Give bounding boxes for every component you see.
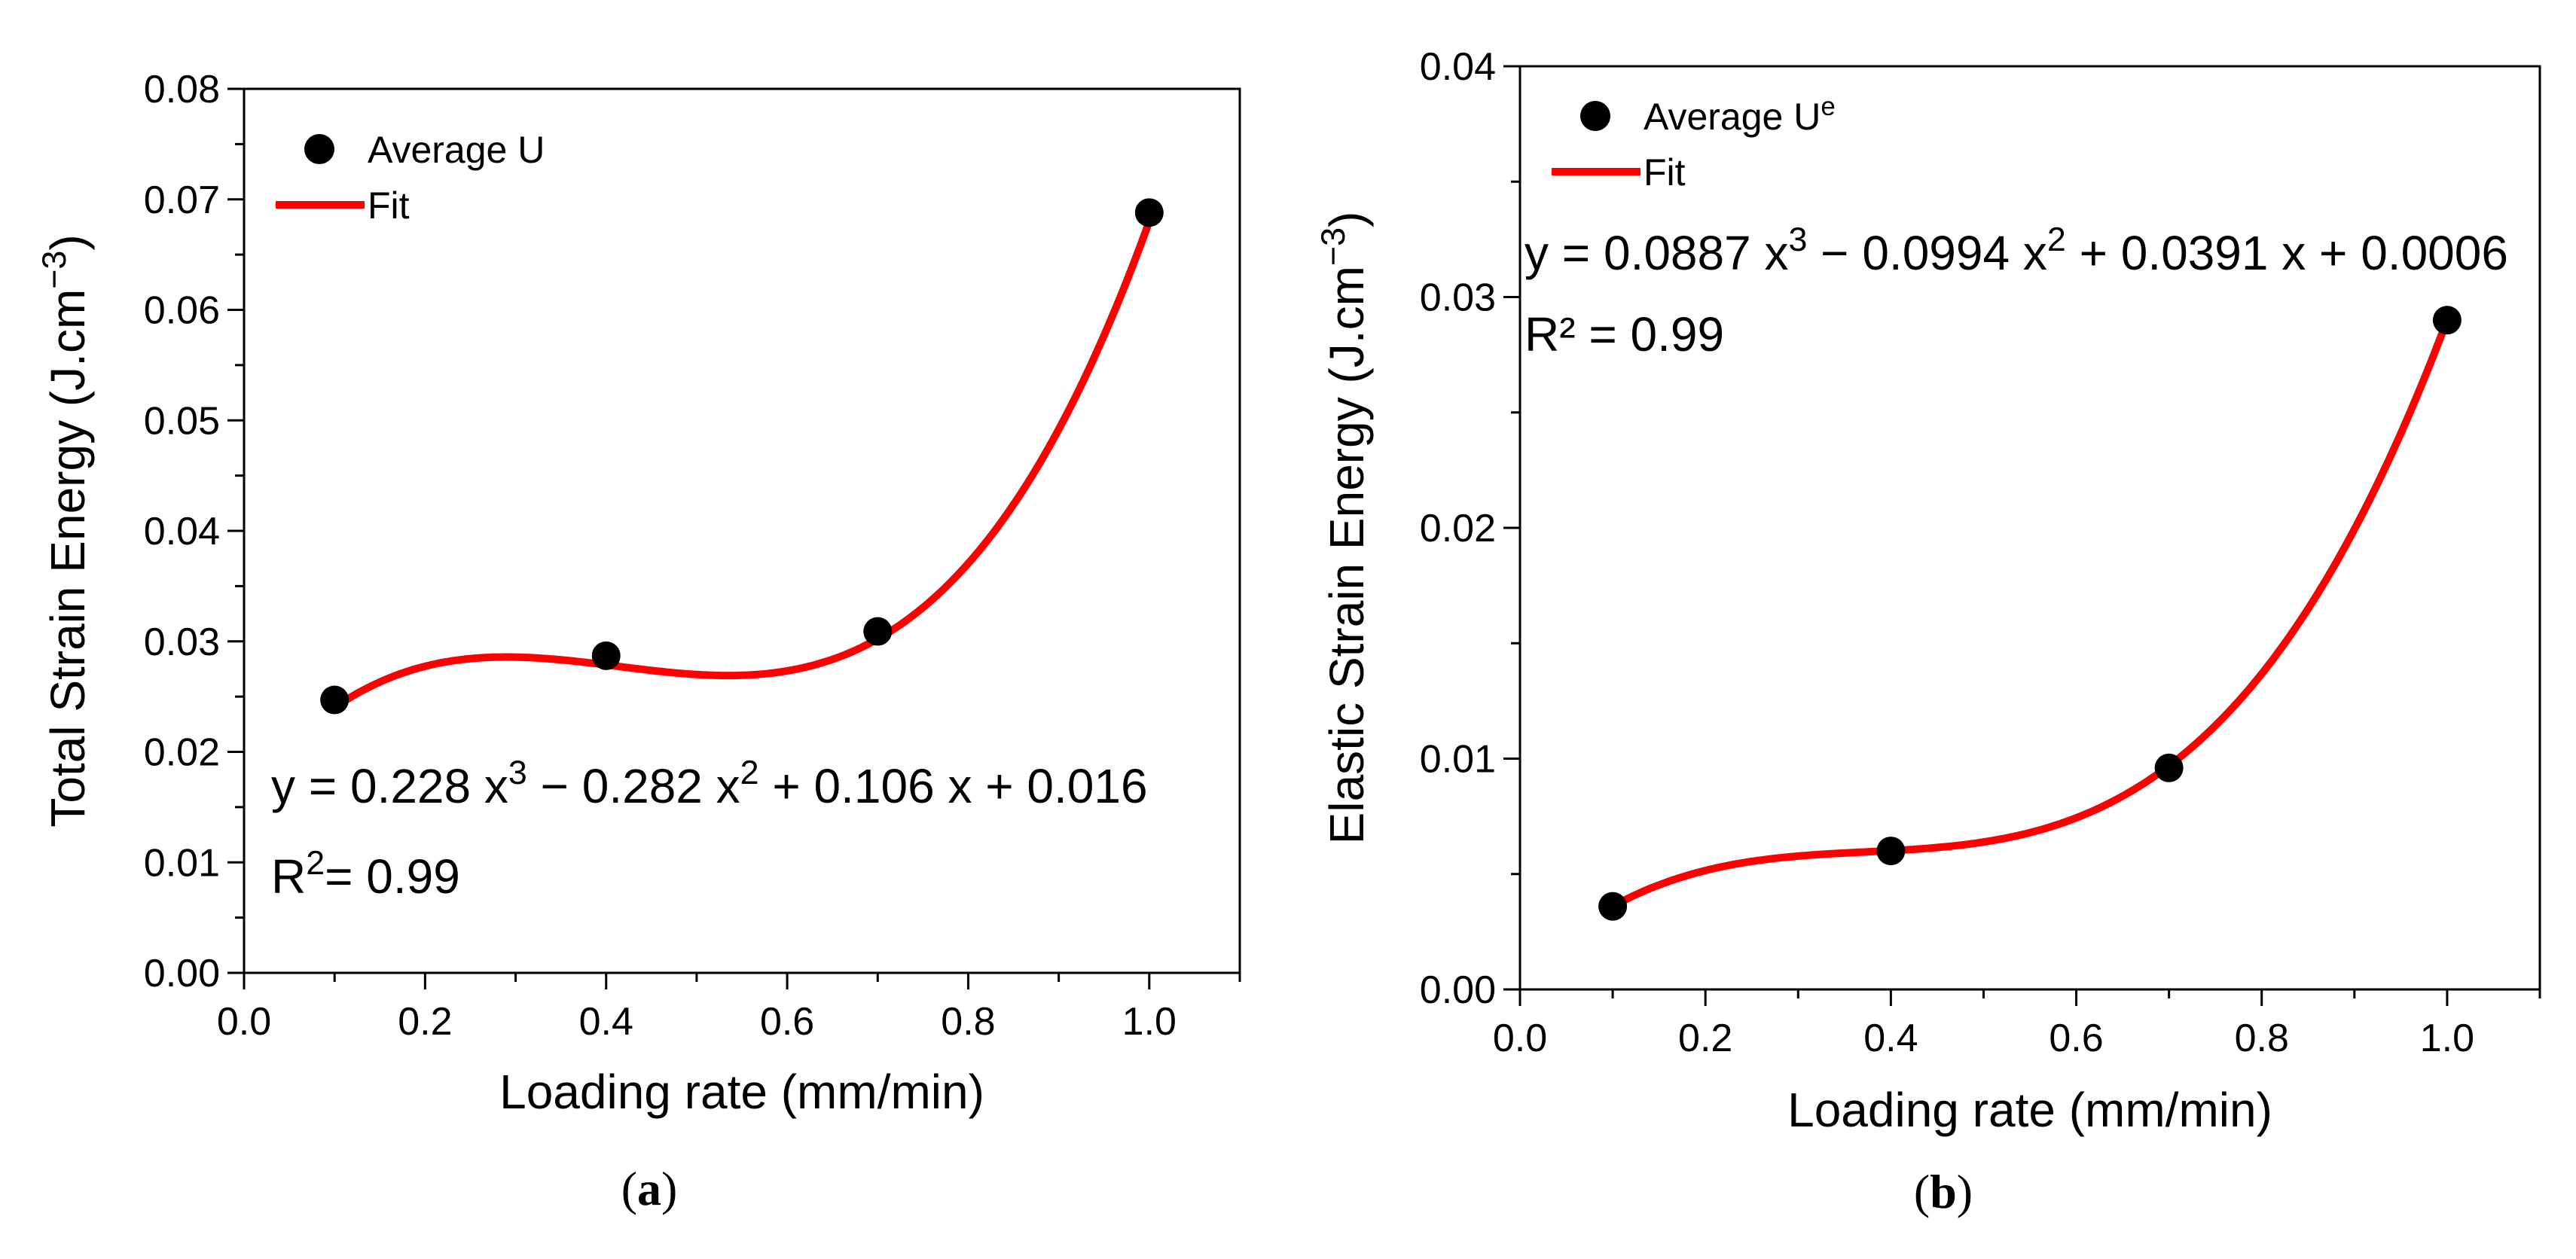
fit-curve <box>1609 316 2451 910</box>
y-tick-label: 0.00 <box>144 952 220 995</box>
fit-equation: y = 0.228 x3 − 0.282 x2 + 0.106 x + 0.01… <box>271 754 1148 813</box>
x-tick-label: 0.6 <box>760 1000 814 1044</box>
x-tick-label: 1.0 <box>2420 1017 2474 1060</box>
data-point <box>320 685 349 715</box>
data-point <box>1598 892 1628 921</box>
panel-caption: (a) <box>621 1162 678 1215</box>
y-tick-label: 0.02 <box>1420 507 1496 550</box>
data-point <box>2154 753 2184 782</box>
y-tick-label: 0.08 <box>144 68 220 111</box>
y-axis-label: Elastic Strain Energy (J.cm−3) <box>1314 212 1374 845</box>
r-squared: R2= 0.99 <box>271 844 460 904</box>
plot-frame <box>1518 65 2541 991</box>
legend-label-average: Average Ue <box>1644 92 1836 139</box>
y-tick-label: 0.00 <box>1420 968 1496 1012</box>
y-tick-label: 0.03 <box>1420 276 1496 320</box>
y-tick-label: 0.07 <box>144 178 220 222</box>
x-tick-label: 0.6 <box>2049 1017 2103 1060</box>
r-squared: R² = 0.99 <box>1525 307 1724 361</box>
legend-label-fit: Fit <box>1644 151 1686 194</box>
x-tick-label: 0.4 <box>1863 1017 1918 1060</box>
x-tick-label: 0.2 <box>398 1000 452 1044</box>
data-point <box>591 641 621 670</box>
fit-equation: y = 0.0887 x3 − 0.0994 x2 + 0.0391 x + 0… <box>1525 221 2508 280</box>
legend-marker-average <box>304 134 334 164</box>
chart-panel-b: 0.0 0.2 0.4 0.6 0.8 1.0 0.00 0.01 0.02 0.03 0.04 Lo… <box>1314 45 2541 1218</box>
legend-label-average: Average U <box>368 129 545 171</box>
data-point <box>2432 306 2462 335</box>
y-tick-label: 0.04 <box>1420 45 1496 89</box>
y-tick-label: 0.05 <box>144 399 220 443</box>
y-tick-label: 0.02 <box>144 731 220 775</box>
y-tick-label: 0.04 <box>144 510 220 553</box>
x-tick-label: 0.0 <box>217 1000 271 1044</box>
panel-caption: (b) <box>1914 1165 1973 1218</box>
legend-label-fit: Fit <box>368 184 410 227</box>
y-axis-label: Total Strain Energy (J.cm−3) <box>35 234 95 827</box>
fit-curve <box>331 218 1153 712</box>
x-tick-label: 0.0 <box>1493 1017 1547 1060</box>
y-tick-label: 0.03 <box>144 620 220 664</box>
x-tick-label: 1.0 <box>1122 1000 1177 1044</box>
y-tick-label: 0.01 <box>1420 738 1496 782</box>
data-point <box>1134 198 1164 227</box>
y-tick-label: 0.06 <box>144 289 220 333</box>
x-tick-label: 0.4 <box>579 1000 633 1044</box>
legend-marker-average <box>1580 101 1610 131</box>
y-tick-label: 0.01 <box>144 841 220 885</box>
data-point <box>1876 837 1906 866</box>
x-axis-label: Loading rate (mm/min) <box>499 1065 984 1119</box>
x-tick-label: 0.2 <box>1678 1017 1732 1060</box>
data-point <box>863 617 893 646</box>
chart-panel-a: 0.0 0.2 0.4 0.6 0.8 1.0 0.00 0.01 0.02 0.03 0.04 0.… <box>35 68 1241 1215</box>
x-axis-label: Loading rate (mm/min) <box>1787 1083 2272 1137</box>
x-tick-label: 0.8 <box>2235 1017 2289 1060</box>
x-tick-label: 0.8 <box>941 1000 995 1044</box>
